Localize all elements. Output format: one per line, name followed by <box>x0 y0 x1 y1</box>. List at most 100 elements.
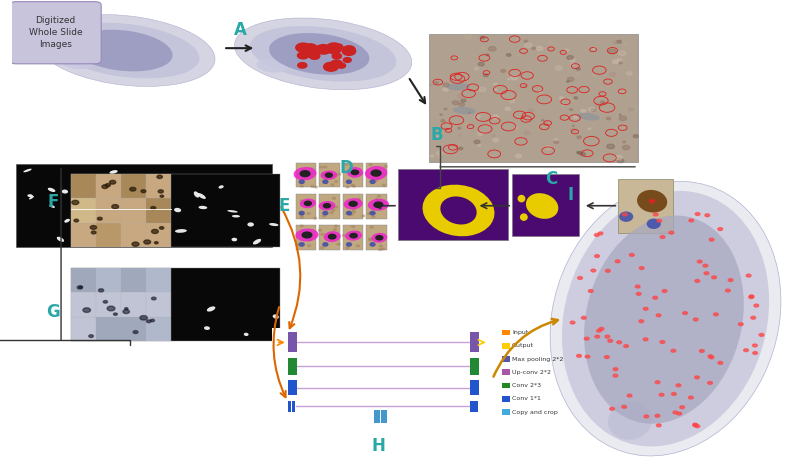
Circle shape <box>538 90 542 92</box>
Ellipse shape <box>218 185 224 188</box>
Bar <box>146 292 171 317</box>
Circle shape <box>458 141 462 144</box>
Ellipse shape <box>57 237 64 242</box>
Circle shape <box>329 234 336 239</box>
Bar <box>319 225 340 250</box>
Ellipse shape <box>216 219 222 222</box>
Circle shape <box>617 40 622 43</box>
Circle shape <box>367 213 370 215</box>
Bar <box>288 332 292 352</box>
Circle shape <box>430 84 432 86</box>
Text: Digitized
Whole Slide
Images: Digitized Whole Slide Images <box>29 17 82 49</box>
Ellipse shape <box>98 186 105 191</box>
Circle shape <box>352 209 355 211</box>
Bar <box>272 328 500 430</box>
Ellipse shape <box>247 222 254 227</box>
Circle shape <box>627 394 632 397</box>
Circle shape <box>90 226 97 229</box>
Circle shape <box>349 201 357 206</box>
Circle shape <box>376 177 379 179</box>
Bar <box>398 169 508 240</box>
Circle shape <box>610 407 614 410</box>
Circle shape <box>669 231 674 234</box>
Ellipse shape <box>110 170 118 174</box>
Circle shape <box>577 355 582 357</box>
Bar <box>146 174 171 198</box>
Circle shape <box>314 217 317 219</box>
Circle shape <box>300 214 303 216</box>
Ellipse shape <box>50 205 55 208</box>
Circle shape <box>332 44 343 50</box>
Circle shape <box>151 229 158 234</box>
Circle shape <box>524 40 528 42</box>
Ellipse shape <box>185 240 190 245</box>
Circle shape <box>566 81 569 82</box>
Circle shape <box>598 232 603 235</box>
Circle shape <box>478 132 483 136</box>
Circle shape <box>434 81 438 84</box>
Ellipse shape <box>174 208 181 212</box>
Circle shape <box>699 349 704 352</box>
Circle shape <box>461 99 466 102</box>
Circle shape <box>369 238 372 240</box>
Circle shape <box>79 286 82 288</box>
Bar <box>122 223 146 248</box>
Circle shape <box>326 43 341 52</box>
Circle shape <box>654 213 658 216</box>
Circle shape <box>597 329 602 332</box>
Circle shape <box>744 349 749 352</box>
Circle shape <box>619 114 621 115</box>
FancyBboxPatch shape <box>10 1 101 64</box>
Circle shape <box>306 231 310 233</box>
Circle shape <box>554 141 558 144</box>
Circle shape <box>751 317 755 319</box>
Circle shape <box>623 141 626 143</box>
Circle shape <box>300 200 303 202</box>
Circle shape <box>524 131 530 135</box>
Ellipse shape <box>254 223 259 227</box>
Bar <box>292 401 295 412</box>
Ellipse shape <box>208 228 213 230</box>
Ellipse shape <box>122 226 126 228</box>
Circle shape <box>318 229 322 231</box>
Ellipse shape <box>38 15 215 87</box>
Circle shape <box>615 260 620 263</box>
Circle shape <box>694 376 699 379</box>
Circle shape <box>130 188 136 191</box>
Circle shape <box>554 139 558 141</box>
Bar <box>512 174 579 236</box>
Ellipse shape <box>204 326 210 330</box>
Ellipse shape <box>300 198 316 208</box>
Ellipse shape <box>257 59 287 72</box>
Circle shape <box>574 97 578 99</box>
Circle shape <box>315 45 331 54</box>
Bar <box>288 380 292 395</box>
Ellipse shape <box>562 191 769 446</box>
Circle shape <box>322 173 325 175</box>
Ellipse shape <box>210 227 217 230</box>
Bar <box>71 174 96 198</box>
Circle shape <box>382 248 385 250</box>
Circle shape <box>695 213 700 216</box>
Circle shape <box>693 423 698 426</box>
Circle shape <box>708 355 713 357</box>
Ellipse shape <box>370 179 376 184</box>
Circle shape <box>643 338 648 341</box>
Circle shape <box>493 115 498 119</box>
Circle shape <box>352 185 355 187</box>
Bar <box>71 223 96 248</box>
Circle shape <box>570 109 573 110</box>
Circle shape <box>659 393 664 396</box>
Ellipse shape <box>253 239 261 245</box>
Ellipse shape <box>114 221 121 226</box>
Circle shape <box>595 335 600 338</box>
Circle shape <box>478 144 481 146</box>
Circle shape <box>441 119 446 122</box>
Circle shape <box>123 310 130 314</box>
Bar <box>122 268 146 292</box>
Circle shape <box>710 238 714 241</box>
Circle shape <box>356 231 359 233</box>
Circle shape <box>657 219 662 222</box>
Circle shape <box>330 211 334 213</box>
Ellipse shape <box>298 211 305 216</box>
